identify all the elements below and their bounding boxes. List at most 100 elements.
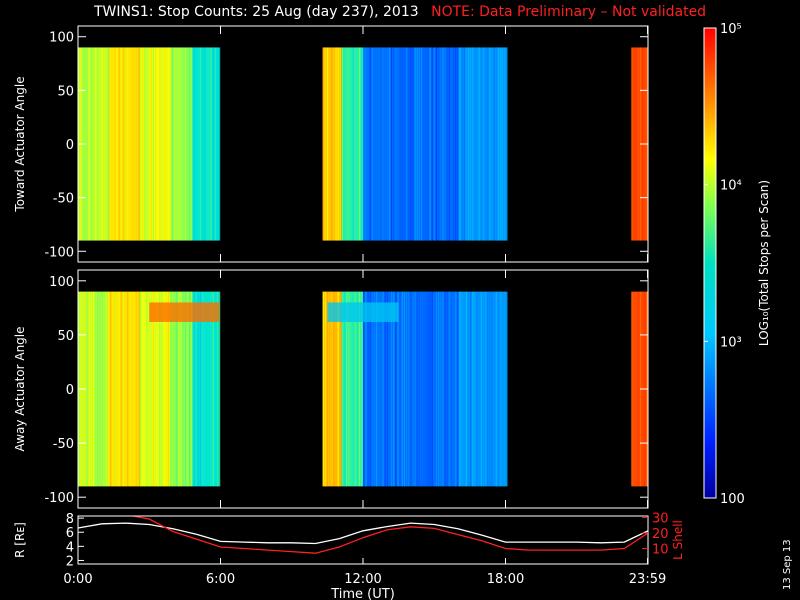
colorbar-tick-label: 10³	[720, 335, 742, 350]
heatmap-stripe	[182, 47, 184, 241]
heatmap-stripe	[346, 47, 348, 241]
heatmap-stripe	[425, 291, 427, 487]
y-right-tick-label: 10	[652, 543, 669, 558]
heatmap-stripe	[418, 291, 420, 487]
heatmap-stripe	[341, 291, 344, 487]
heatmap-stripe	[465, 47, 468, 241]
heatmap-stripe	[405, 47, 408, 241]
heatmap-stripe	[135, 47, 137, 241]
heatmap-stripe	[333, 291, 335, 487]
heatmap-stripe	[408, 47, 410, 241]
heatmap-stripe	[199, 47, 202, 241]
heatmap-stripe	[425, 47, 427, 241]
heatmap-stripe	[152, 291, 154, 487]
colorbar-gradient	[704, 28, 716, 498]
heatmap-stripe	[127, 47, 129, 241]
heatmap-stripe	[101, 291, 103, 487]
heatmap-stripe	[352, 47, 354, 241]
heatmap-stripe	[446, 291, 448, 487]
heatmap-stripe	[116, 47, 118, 241]
heatmap-stripe	[416, 47, 418, 241]
colorbar-tick-label: 10⁵	[720, 22, 742, 37]
date-stamp: 13 Sep 13	[782, 539, 793, 590]
heatmap-stripe	[373, 291, 376, 487]
heatmap-stripe	[393, 291, 395, 487]
heatmap-stripe	[504, 47, 506, 241]
heatmap-stripe	[435, 291, 438, 487]
heatmap-stripe	[472, 47, 474, 241]
heatmap-stripe	[322, 291, 324, 487]
heatmap-stripe	[122, 291, 125, 487]
heatmap-stripe	[403, 291, 406, 487]
heatmap-stripe	[150, 47, 152, 241]
heatmap-stripe	[163, 291, 165, 487]
heatmap-stripe	[97, 291, 99, 487]
heatmap-stripe	[363, 291, 365, 487]
heatmap-stripe	[467, 291, 470, 487]
heatmap-stripe	[172, 291, 174, 487]
heatmap-stripe	[395, 47, 397, 241]
heatmap-stripe	[176, 291, 178, 487]
heatmap-stripe	[114, 291, 116, 487]
heatmap-stripe	[169, 291, 172, 487]
heatmap-stripe	[429, 47, 431, 241]
heatmap-stripe	[118, 47, 120, 241]
heatmap-stripe	[391, 291, 393, 487]
r-series-line	[78, 522, 648, 545]
heatmap-stripe	[326, 291, 329, 487]
heatmap-stripe	[137, 47, 140, 241]
heatmap-stripe	[489, 47, 491, 241]
heatmap-block	[108, 47, 140, 241]
heatmap-stripe	[467, 47, 470, 241]
heatmap-stripe	[433, 291, 435, 487]
heatmap-stripe	[420, 291, 423, 487]
x-tick-label: 6:00	[206, 572, 235, 587]
heatmap-stripe	[161, 47, 163, 241]
heatmap-stripe	[329, 291, 331, 487]
heatmap-stripe	[163, 47, 165, 241]
y-right-axis-label: L Shell	[671, 520, 685, 560]
heatmap-stripe	[103, 291, 105, 487]
heatmap-stripe	[112, 291, 114, 487]
heatmap-block	[108, 291, 140, 487]
heatmap-stripe	[331, 291, 333, 487]
heatmap-stripe	[180, 291, 182, 487]
heatmap-stripe	[476, 47, 478, 241]
heatmap-stripe	[180, 47, 182, 241]
heatmap-stripe	[144, 291, 146, 487]
heatmap-stripe	[633, 47, 635, 241]
heatmap-stripe	[120, 291, 122, 487]
heatmap-stripe	[448, 47, 450, 241]
heatmap-stripe	[219, 291, 221, 487]
heatmap-stripe	[500, 291, 502, 487]
lshell-series-line	[78, 516, 648, 554]
heatmap-stripe	[487, 291, 489, 487]
heatmap-stripe	[371, 47, 373, 241]
y-right-tick-label: 30	[652, 512, 669, 527]
heatmap-stripe	[92, 47, 95, 241]
heatmap-stripe	[197, 47, 199, 241]
heatmap-stripe	[159, 47, 161, 241]
heatmap-stripe	[401, 291, 403, 487]
heatmap-stripe	[157, 47, 159, 241]
heatmap-stripe	[485, 47, 487, 241]
heatmap-stripe	[114, 47, 116, 241]
heatmap-stripe	[354, 47, 356, 241]
y-tick-label: 0	[66, 138, 74, 153]
y-left-tick-label: 6	[66, 526, 74, 541]
heatmap-stripe	[414, 47, 416, 241]
heatmap-stripe	[99, 291, 101, 487]
heatmap-stripe	[135, 291, 137, 487]
heatmap-stripe	[635, 47, 637, 241]
heatmap-stripe	[442, 291, 444, 487]
heatmap-stripe	[195, 291, 197, 487]
heatmap-stripe	[127, 291, 129, 487]
heatmap-stripe	[341, 47, 344, 241]
heatmap-stripe	[216, 291, 219, 487]
y-left-tick-label: 4	[66, 540, 74, 555]
heatmap-stripe	[125, 47, 127, 241]
heatmap-stripe	[369, 291, 371, 487]
heatmap-stripe	[204, 291, 206, 487]
